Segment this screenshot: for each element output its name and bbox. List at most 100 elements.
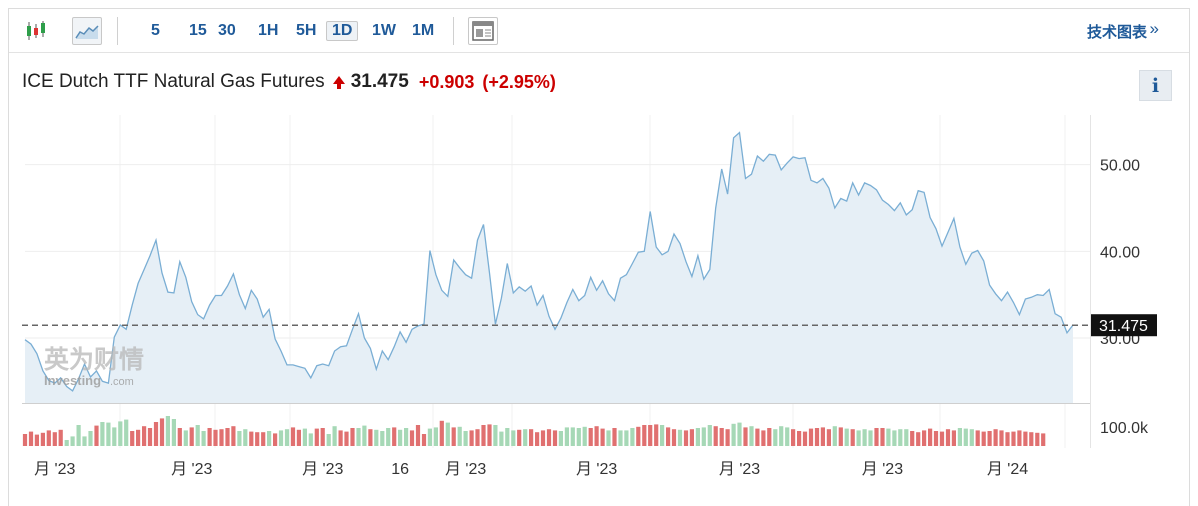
info-button[interactable]: i <box>1139 70 1172 101</box>
timeframe-label: 15 <box>189 22 207 39</box>
volume-bar-down <box>922 430 927 446</box>
volume-bar-down <box>136 429 141 446</box>
volume-bar-up <box>118 421 123 446</box>
volume-bar-up <box>832 426 837 446</box>
volume-bar-down <box>683 430 689 446</box>
volume-bar-up <box>957 428 962 446</box>
timeframe-1m[interactable]: 1M <box>406 17 440 45</box>
volume-bar-down <box>814 428 820 446</box>
volume-bar-up <box>511 430 516 446</box>
chevron-right-icon[interactable]: » <box>1149 19 1159 38</box>
volume-bar-up <box>302 428 307 446</box>
chart-widget: 5 15 30 1H 5H 1D 1W 1M 技术图表 » ICE Dutch TTF Nat… <box>8 8 1190 506</box>
volume-bar-down <box>52 432 57 446</box>
volume-bar-down <box>469 430 474 446</box>
timeframe-5h[interactable]: 5H <box>290 17 322 45</box>
timeframe-1w[interactable]: 1W <box>366 17 402 45</box>
volume-bar-down <box>368 429 373 446</box>
volume-bar-down <box>1011 431 1016 446</box>
volume-bar-up <box>737 422 742 446</box>
advanced-chart-link[interactable]: 技术图表 <box>1086 24 1147 41</box>
volume-bar-up <box>374 429 379 446</box>
volume-bar-up <box>505 428 510 446</box>
volume-bar-down <box>338 430 343 446</box>
volume-bar-down <box>755 428 760 446</box>
price-tick-label: 40.00 <box>1100 244 1140 261</box>
timeframe-1h[interactable]: 1H <box>252 17 284 45</box>
volume-bar-down <box>296 429 301 446</box>
volume-bar-down <box>94 425 99 446</box>
volume-bar-up <box>904 429 909 446</box>
line-area-glyph <box>75 25 99 39</box>
timeframe-label: 1H <box>258 22 279 39</box>
volume-bar-down <box>439 420 444 446</box>
volume-bar-up <box>773 429 778 446</box>
volume-bar-down <box>671 429 677 446</box>
volume-bar-up <box>171 419 176 446</box>
volume-bar-down <box>225 428 230 446</box>
volume-bar-up <box>243 429 248 446</box>
volume-bar-down <box>177 428 182 446</box>
price-change-percent: (+2.95%) <box>482 71 556 92</box>
price-area <box>25 132 1073 403</box>
volume-bar-up <box>558 431 563 446</box>
x-tick-label: 月 '23 <box>719 461 760 478</box>
watermark-en: Investing <box>44 373 101 388</box>
volume-bar-up <box>404 428 409 446</box>
x-tick-label: 月 '23 <box>34 461 75 478</box>
volume-bar-down <box>975 430 980 446</box>
volume-bar-down <box>767 428 772 446</box>
volume-bar-up <box>749 426 754 446</box>
watermark-cn: 英为财情 <box>44 345 144 374</box>
volume-bar-down <box>481 425 486 446</box>
volume-bar-down <box>999 430 1004 446</box>
line-area-icon[interactable] <box>72 17 102 45</box>
volume-bar-up <box>624 430 629 446</box>
timeframe-label: 5H <box>296 22 317 39</box>
volume-bar-up <box>576 428 581 446</box>
volume-bar-up <box>100 422 105 446</box>
volume-bar-down <box>838 427 843 446</box>
volume-bar-down <box>713 426 718 446</box>
volume-bar-down <box>219 429 224 446</box>
volume-bar-down <box>529 429 534 446</box>
timeframe-5[interactable]: 5 <box>145 17 166 45</box>
volume-bar-up <box>267 431 272 446</box>
candlestick-icon[interactable] <box>21 17 51 45</box>
volume-bar-down <box>451 427 456 446</box>
volume-bar-down <box>392 427 397 446</box>
timeframe-15[interactable]: 15 <box>183 17 213 45</box>
volume-bar-up <box>779 426 784 446</box>
volume-bar-down <box>142 426 147 446</box>
last-price: 31.475 <box>350 71 409 92</box>
layout-icon[interactable] <box>468 17 498 45</box>
volume-bar-down <box>987 431 992 446</box>
timeframe-label: 30 <box>218 22 236 39</box>
volume-bar-up <box>362 425 367 446</box>
volume-bar-up <box>457 426 462 446</box>
volume-bar-down <box>189 427 194 446</box>
volume-bar-up <box>898 429 903 446</box>
timeframe-30[interactable]: 30 <box>212 17 242 45</box>
volume-bar-up <box>124 419 129 446</box>
volume-bar-down <box>207 428 212 446</box>
volume-bar-down <box>40 432 45 446</box>
volume-bar-up <box>570 427 575 446</box>
volume-bar-down <box>130 431 135 446</box>
volume-bar-down <box>725 429 730 446</box>
current-price-tag <box>1091 314 1157 337</box>
timeframe-1d[interactable]: 1D <box>326 17 359 45</box>
volume-bar-up <box>380 431 385 446</box>
volume-bar-down <box>1035 432 1040 446</box>
timeframe-label: 5 <box>151 22 160 39</box>
volume-bar-down <box>273 433 278 446</box>
volume-bar-down <box>147 428 153 446</box>
volume-bar-up <box>82 436 87 446</box>
volume-bar-down <box>928 428 933 446</box>
volume-bar-up <box>963 428 968 446</box>
volume-bar-up <box>886 428 891 446</box>
volume-bar-down <box>654 424 659 446</box>
volume-bar-up <box>856 430 861 446</box>
volume-bar-down <box>642 425 647 446</box>
